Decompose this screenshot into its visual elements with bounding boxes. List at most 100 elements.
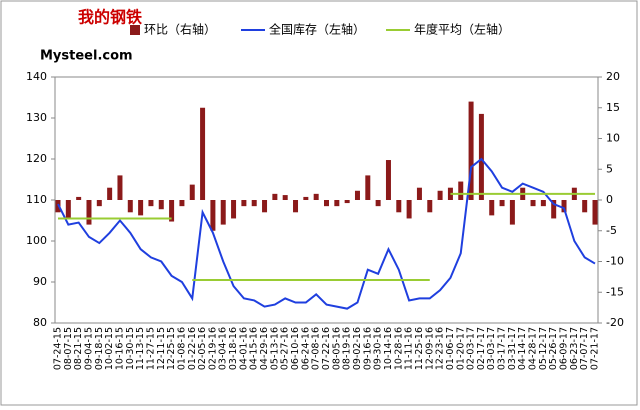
bar [231,200,237,219]
x-tick-label: 09-18-15 [94,327,105,370]
x-tick-label: 10-30-15 [125,327,136,370]
x-tick-label: 03-17-17 [497,327,508,370]
bar [509,200,515,225]
x-tick-label: 07-08-16 [311,327,322,370]
bar [210,200,216,231]
y2-tick-label: 5 [606,162,613,175]
bar [406,200,412,219]
bar [540,200,546,207]
bar [65,200,71,219]
bar [530,200,536,207]
y-tick-label: 80 [33,316,47,329]
y-tick-label: 100 [26,234,47,247]
y2-tick-label: -20 [606,316,624,329]
line [58,192,595,281]
bar [499,200,505,207]
x-tick-label: 03-31-17 [507,327,518,370]
bar [220,200,226,225]
line [57,157,596,310]
x-tick-label: 12-25-15 [166,327,177,370]
y-tick-label: 140 [26,70,47,83]
x-tick-label: 05-27-16 [280,327,291,370]
bar [437,190,443,200]
legend-label: 环比（右轴） [144,22,216,37]
y-tick-label: 90 [33,275,47,288]
x-tick-label: 04-15-16 [249,327,260,370]
bar [592,200,598,225]
bar [582,200,588,213]
bar [282,195,288,200]
bar [179,200,185,207]
bar [169,200,175,222]
y2-tick-label: 10 [606,132,620,145]
bar [324,200,329,207]
x-tick-label: 04-01-16 [238,327,249,370]
bar [354,190,360,200]
x-tick-label: 05-12-17 [538,327,549,370]
bar [458,181,464,200]
y2-tick-label: -15 [606,285,624,298]
y-tick-label: 120 [26,152,47,165]
x-tick-label: 05-26-17 [548,327,559,370]
bar [107,187,113,200]
x-tick-label: 09-30-16 [373,327,384,370]
bar [96,200,102,207]
x-tick-label: 12-11-15 [156,327,167,370]
x-tick-label: 03-03-17 [486,327,497,370]
x-tick-label: 01-08-16 [176,327,187,370]
x-tick-label: 08-21-15 [73,327,84,370]
bar [334,200,340,207]
y2-tick-label: 0 [606,193,613,206]
x-tick-label: 11-27-15 [145,327,156,370]
bar [313,193,319,200]
x-tick-label: 02-05-16 [197,327,208,370]
x-tick-label: 08-07-15 [63,327,74,370]
x-tick-label: 04-28-17 [528,327,539,370]
bar [138,200,144,216]
bar [127,200,133,213]
x-tick-label: 03-18-16 [228,327,239,370]
logo-en: Mysteel.com [40,49,133,64]
bar [468,101,474,200]
x-tick-label: 08-05-16 [331,327,342,370]
bar [293,200,299,213]
y-tick-label: 130 [26,111,47,124]
x-tick-label: 02-17-17 [476,327,487,370]
bar [86,200,92,225]
x-tick-label: 12-23-16 [435,327,446,370]
legend-label: 年度平均（左轴） [414,22,510,37]
x-tick-label: 01-22-16 [187,327,198,370]
bar [344,200,350,204]
bar [396,200,402,213]
x-tick-label: 07-22-16 [321,327,332,370]
bar [416,187,422,200]
bar [272,193,278,200]
bar [561,200,567,213]
bar [489,200,495,216]
bar [375,200,381,207]
bar [117,175,123,200]
x-tick-label: 06-24-16 [300,327,311,370]
x-tick-label: 12-09-16 [424,327,435,370]
bar [189,184,195,200]
x-tick-label: 04-29-16 [259,327,270,370]
x-tick-label: 07-07-17 [579,327,590,370]
bar [251,200,257,207]
y2-tick-label: 15 [606,101,620,114]
x-tick-label: 10-02-15 [104,327,115,370]
x-tick-label: 09-16-16 [362,327,373,370]
y2-tick-label: 20 [606,70,620,83]
logo-cn: 我的钢铁 [78,8,142,27]
x-tick-label: 09-02-16 [352,327,363,370]
x-tick-label: 07-21-17 [590,327,601,370]
x-tick-label: 06-23-17 [569,327,580,370]
x-tick-label: 10-28-16 [393,327,404,370]
y2-tick-label: -5 [606,224,617,237]
legend-label: 全国库存（左轴） [269,22,365,37]
x-tick-label: 11-25-16 [414,327,425,370]
bar [365,175,371,200]
bar [551,200,557,219]
x-tick-label: 02-19-16 [207,327,218,370]
legend-swatch [130,25,140,35]
